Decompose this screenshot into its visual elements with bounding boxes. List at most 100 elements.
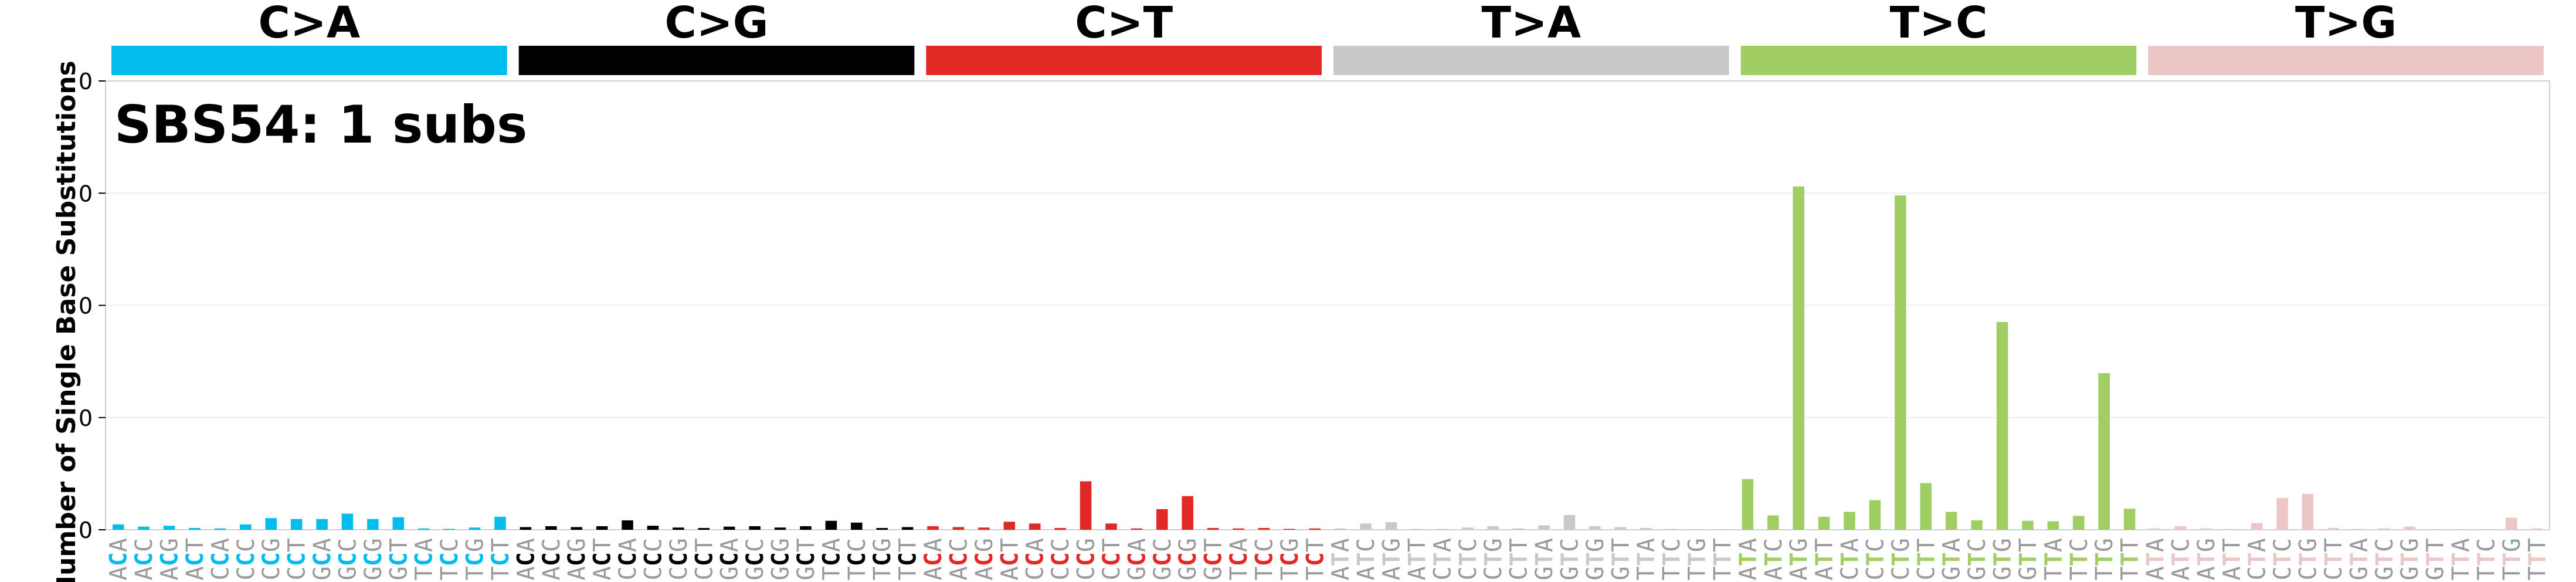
group-color-bar: [111, 46, 507, 75]
group-color-bar: [518, 46, 915, 75]
x-tick-label: GCT: [1200, 538, 1227, 580]
x-tick-label: CCA: [1022, 538, 1049, 580]
x-tick-label: ATA: [1328, 538, 1355, 580]
bar: [392, 517, 405, 530]
x-tick-label: ACT: [589, 538, 616, 580]
x-tick-label: ACG: [971, 538, 998, 580]
x-tick-label: GCG: [768, 538, 795, 580]
x-tick-label: CCG: [666, 538, 693, 580]
x-tick-label: ACA: [106, 538, 133, 580]
x-tick-label: TCT: [895, 538, 922, 580]
x-tick-label: TTA: [2040, 538, 2067, 580]
bar: [978, 527, 990, 530]
bar: [2276, 498, 2288, 530]
x-tick-label: TCC: [844, 538, 871, 580]
bar: [1105, 523, 1117, 530]
x-tick-label: TCT: [1302, 538, 1329, 580]
x-tick-label: ATT: [1404, 538, 1431, 580]
x-tick-label: ACA: [513, 538, 539, 580]
bar: [1182, 496, 1193, 530]
bar: [2429, 529, 2441, 530]
bar: [316, 519, 328, 530]
bar: [2149, 528, 2161, 530]
bar: [2225, 529, 2238, 530]
bar: [1258, 527, 1270, 530]
x-tick-label: TCT: [487, 538, 514, 580]
bar: [2327, 527, 2339, 530]
x-tick-label: CTA: [1429, 538, 1456, 580]
x-tick-label: GCC: [742, 538, 769, 580]
x-tick-label: ACC: [538, 538, 565, 580]
x-tick-label: GTT: [2422, 538, 2449, 580]
x-tick-label: ATA: [1735, 538, 1762, 580]
x-tick-label: CTA: [1837, 538, 1864, 580]
x-tick-label: GTA: [1531, 538, 1558, 580]
bar: [901, 527, 914, 530]
bar: [112, 524, 124, 530]
x-tick-label: CTC: [2269, 538, 2296, 580]
bar: [189, 527, 201, 530]
group-label: T>G: [2295, 0, 2397, 48]
x-tick-label: TCC: [436, 538, 463, 580]
x-tick-label: TCC: [1251, 538, 1278, 580]
x-tick-label: CTA: [2244, 538, 2271, 580]
bar: [596, 526, 608, 530]
x-tick-label: CTG: [1480, 538, 1507, 580]
x-tick-label: TCA: [818, 538, 845, 580]
bar: [571, 527, 582, 530]
bar: [418, 528, 430, 530]
bar: [443, 529, 455, 530]
x-tick-label: CTT: [2320, 538, 2347, 580]
x-tick-label: CTG: [1888, 538, 1915, 580]
grid-layer: [106, 192, 2550, 418]
bar: [1895, 195, 1906, 530]
x-tick-label: CCC: [1047, 538, 1074, 580]
bar: [1233, 528, 1244, 530]
bar: [520, 527, 532, 530]
bar: [927, 526, 939, 530]
bar: [1589, 526, 1601, 530]
bar: [1640, 527, 1652, 530]
y-tick-label: 0: [79, 293, 93, 319]
bar-layer: [112, 186, 2543, 530]
bar: [138, 526, 150, 530]
x-tick-label: CCC: [640, 538, 667, 580]
bar: [876, 527, 888, 530]
x-tick-label: GTC: [2371, 538, 2398, 580]
bar: [851, 522, 863, 530]
bar: [2302, 493, 2314, 530]
chart-title: SBS54: 1 subs: [114, 94, 527, 155]
x-tick-label: GCT: [793, 538, 820, 580]
bar: [1487, 526, 1499, 530]
x-tick-label: TCG: [462, 538, 489, 580]
x-tick-label: GTT: [1607, 538, 1634, 580]
bar: [1818, 516, 1830, 530]
bar: [673, 527, 684, 530]
x-tick-label: TTG: [2499, 538, 2526, 580]
x-tick-label: GCT: [385, 538, 412, 580]
bar: [2531, 528, 2543, 530]
x-tick-label: TTA: [2448, 538, 2475, 580]
x-tick-label: ATG: [2193, 538, 2220, 580]
x-tick-label: GCA: [1124, 538, 1150, 580]
x-tick-label: GTA: [2346, 538, 2373, 580]
bar: [1411, 529, 1423, 530]
y-tick-label: 0: [79, 517, 93, 543]
x-tick-label: GCC: [1149, 538, 1176, 580]
bar: [2353, 529, 2365, 530]
group-label: T>A: [1481, 0, 1581, 48]
x-tick-label: CCG: [258, 538, 285, 580]
x-tick-label: GCC: [334, 538, 361, 580]
x-tick-label: ATC: [1760, 538, 1787, 580]
x-tick-label: TTC: [2066, 538, 2093, 580]
bar: [214, 528, 226, 530]
x-tick-label: CTC: [1862, 538, 1889, 580]
x-tick-label: GCA: [309, 538, 336, 580]
bar: [240, 524, 252, 530]
bar: [265, 518, 277, 530]
bar: [1691, 529, 1703, 530]
bar: [1665, 529, 1677, 530]
bar: [1512, 528, 1525, 530]
x-tick-label: GCG: [1175, 538, 1202, 580]
